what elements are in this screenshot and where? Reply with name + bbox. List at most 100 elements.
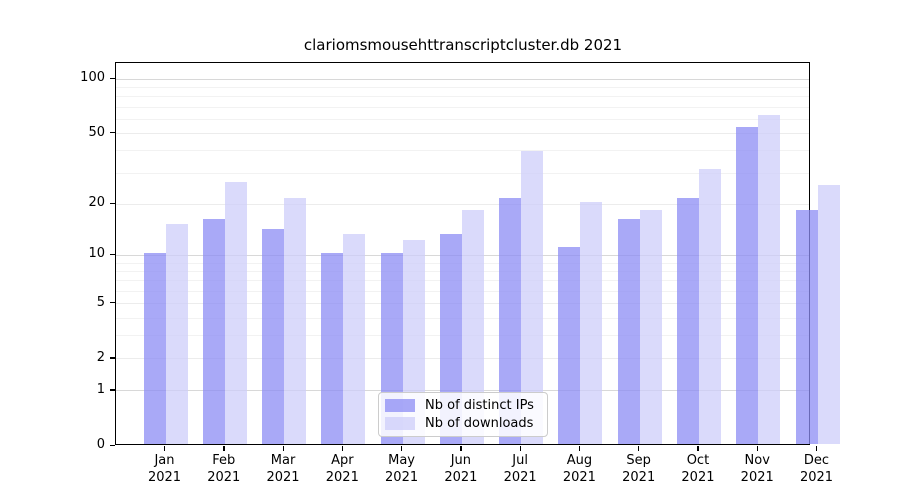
xtick-mark-apr <box>341 446 344 451</box>
bar-distinct-ips-feb <box>202 218 225 444</box>
month-label: Jun <box>450 453 472 468</box>
legend: Nb of distinct IPs Nb of downloads <box>378 392 548 437</box>
xtick-label-may: May 2021 <box>370 452 434 486</box>
year-label: 2021 <box>740 470 774 485</box>
xtick-label-apr: Apr 2021 <box>310 452 374 486</box>
ytick-mark-1 <box>110 389 115 391</box>
month-label: Mar <box>270 453 296 468</box>
ytick-label-100: 100 <box>80 70 105 86</box>
month-label: Apr <box>331 453 354 468</box>
xtick-mark-sep <box>638 446 640 451</box>
year-label: 2021 <box>562 470 596 485</box>
xtick-mark-jan <box>164 446 166 451</box>
month-label: Sep <box>626 453 651 468</box>
xtick-label-oct: Oct 2021 <box>666 452 730 486</box>
ytick-label-2: 2 <box>96 349 105 365</box>
year-label: 2021 <box>207 470 241 485</box>
bar-downloads-mar <box>284 198 307 444</box>
year-label: 2021 <box>266 470 300 485</box>
ytick-mark-5 <box>110 302 115 304</box>
xtick-mark-oct <box>697 446 699 451</box>
legend-row-distinct-ips: Nb of distinct IPs <box>385 398 541 413</box>
xtick-label-jul: Jul 2021 <box>488 452 552 486</box>
bar-distinct-ips-oct <box>676 198 699 444</box>
bar-downloads-feb <box>224 182 247 444</box>
ytick-mark-10 <box>110 253 115 256</box>
bar-distinct-ips-apr <box>321 253 344 444</box>
bar-downloads-aug <box>580 202 603 444</box>
gridline-y-80 <box>116 96 809 98</box>
legend-label-downloads: Nb of downloads <box>425 415 534 431</box>
year-label: 2021 <box>325 470 359 485</box>
legend-row-downloads: Nb of downloads <box>385 416 541 431</box>
month-label: Jan <box>154 453 175 468</box>
gridline-y-90 <box>116 87 809 89</box>
gridline-y-40 <box>116 150 809 152</box>
month-label: Jul <box>512 453 528 468</box>
legend-swatch-downloads <box>385 416 415 430</box>
ytick-mark-50 <box>110 132 115 134</box>
gridline-y-20 <box>116 203 809 205</box>
month-label: Nov <box>744 453 770 468</box>
month-label: May <box>388 453 416 468</box>
bar-distinct-ips-nov <box>736 127 759 444</box>
ytick-label-20: 20 <box>88 195 105 211</box>
month-label: Aug <box>566 453 593 468</box>
month-label: Oct <box>686 453 710 468</box>
gridline-y-60 <box>116 118 809 120</box>
xtick-label-aug: Aug 2021 <box>547 452 611 486</box>
plot-area: Nb of distinct IPs Nb of downloads <box>115 62 840 445</box>
bar-downloads-apr <box>343 234 366 444</box>
xtick-mark-mar <box>282 446 284 451</box>
ytick-mark-100 <box>110 77 115 80</box>
xtick-label-sep: Sep 2021 <box>607 452 671 486</box>
year-label: 2021 <box>799 470 834 485</box>
year-label: 2021 <box>444 470 478 485</box>
month-label: Dec <box>803 453 830 468</box>
ytick-mark-0 <box>110 444 115 446</box>
bar-downloads-jan <box>165 223 188 444</box>
xtick-label-jun: Jun 2021 <box>429 452 493 486</box>
gridline-y-30 <box>116 172 809 174</box>
month-label: Feb <box>212 453 236 468</box>
bar-distinct-ips-sep <box>617 218 640 444</box>
bar-downloads-jul <box>521 150 544 444</box>
xtick-label-feb: Feb 2021 <box>192 452 256 486</box>
xtick-label-mar: Mar 2021 <box>251 452 315 486</box>
bar-downloads-dec <box>817 185 840 444</box>
ytick-label-5: 5 <box>96 294 105 310</box>
year-label: 2021 <box>681 470 715 485</box>
xtick-mark-jul <box>519 446 521 451</box>
gridline-y-100 <box>116 78 809 80</box>
bar-downloads-sep <box>639 210 662 444</box>
chart-title: clariomsmousehttranscriptcluster.db 2021 <box>303 36 623 54</box>
ytick-label-0: 0 <box>96 437 105 452</box>
year-label: 2021 <box>622 470 656 485</box>
ytick-label-1: 1 <box>96 381 105 397</box>
bar-downloads-nov <box>758 114 781 444</box>
bar-distinct-ips-jun <box>439 234 462 444</box>
xtick-mark-dec <box>816 446 818 451</box>
year-label: 2021 <box>503 470 537 485</box>
legend-label-distinct-ips: Nb of distinct IPs <box>425 398 534 414</box>
xtick-mark-jun <box>460 446 462 451</box>
legend-swatch-distinct-ips <box>385 399 415 413</box>
bar-downloads-jun <box>461 210 484 444</box>
bar-downloads-oct <box>698 168 721 444</box>
xtick-mark-feb <box>223 446 225 451</box>
xtick-mark-may <box>401 446 403 451</box>
gridline-y-50 <box>116 133 809 135</box>
ytick-label-10: 10 <box>88 246 105 262</box>
bar-distinct-ips-jan <box>143 253 166 444</box>
bar-distinct-ips-jul <box>499 198 522 444</box>
bar-distinct-ips-aug <box>558 246 581 444</box>
xtick-label-dec: Dec 2021 <box>785 452 849 486</box>
xtick-mark-nov <box>756 446 759 451</box>
bar-distinct-ips-dec <box>795 210 818 444</box>
ytick-label-50: 50 <box>88 124 105 140</box>
xtick-label-nov: Nov 2021 <box>725 452 789 486</box>
ytick-mark-20 <box>110 202 115 204</box>
year-label: 2021 <box>147 470 182 485</box>
gridline-y-70 <box>116 106 809 108</box>
